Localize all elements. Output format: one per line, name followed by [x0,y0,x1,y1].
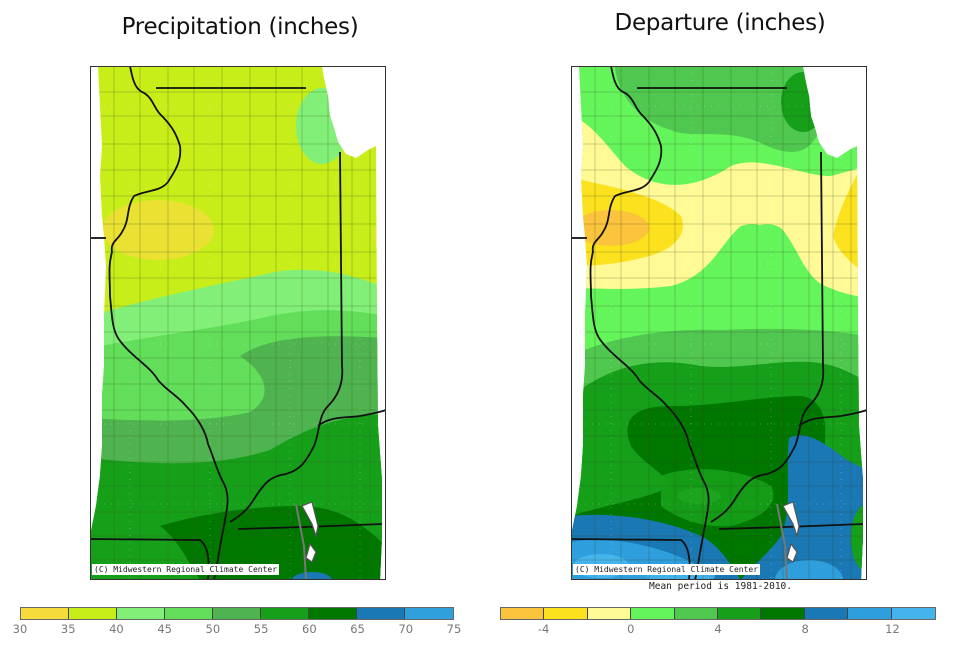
legend-swatch [357,608,405,619]
legend-swatch [69,608,117,619]
legend-tick-label: 30 [12,622,28,636]
departure-colorbar [500,607,936,620]
precipitation-colorbar [20,607,454,620]
legend-swatch [309,608,357,619]
legend-tick-label: 35 [60,622,76,636]
legend-tick-label: -4 [537,622,550,636]
legend-swatch [891,608,936,619]
legend-tick-label: 50 [205,622,221,636]
legend-tick-label: 65 [350,622,365,636]
precipitation-credit: (C) Midwestern Regional Climate Center [92,564,280,575]
departure-map-panel: (C) Midwestern Regional Climate Center M… [571,66,867,592]
legend-swatch [674,608,719,619]
legend-swatch [117,608,165,619]
legend-swatch [718,608,762,619]
legend-tick-label: 0 [627,622,635,636]
legend-swatch [501,608,545,619]
legend-swatch [544,608,588,619]
precipitation-title: Precipitation (inches) [121,14,359,40]
legend-swatch [587,608,632,619]
mean-period-note: Mean period is 1981-2010. [649,581,792,592]
legend-tick-label: 40 [109,622,124,636]
legend-swatch [631,608,675,619]
legend-swatch [405,608,453,619]
precipitation-map [90,66,386,580]
departure-map [571,66,867,580]
legend-swatch [165,608,213,619]
legend-tick-label: 75 [446,622,462,636]
legend-swatch [261,608,309,619]
legend-swatch [848,608,892,619]
legend-tick-label: 4 [714,622,722,636]
departure-credit: (C) Midwestern Regional Climate Center [573,564,761,575]
legend-swatch [213,608,261,619]
precipitation-map-panel: (C) Midwestern Regional Climate Center [90,66,386,580]
legend-tick-label: 12 [885,622,900,636]
departure-legend: -4 0 4 8 12 [500,607,936,647]
legend-tick-label: 55 [253,622,269,636]
legend-swatch [761,608,805,619]
legend-tick-label: 8 [801,622,809,636]
legend-tick-label: 60 [302,622,317,636]
legend-tick-label: 70 [398,622,414,636]
precipitation-legend: 30 35 40 45 50 55 60 65 70 75 [13,607,461,647]
departure-title: Departure (inches) [614,10,826,36]
legend-swatch [21,608,69,619]
legend-swatch [804,608,849,619]
legend-tick-label: 45 [157,622,172,636]
